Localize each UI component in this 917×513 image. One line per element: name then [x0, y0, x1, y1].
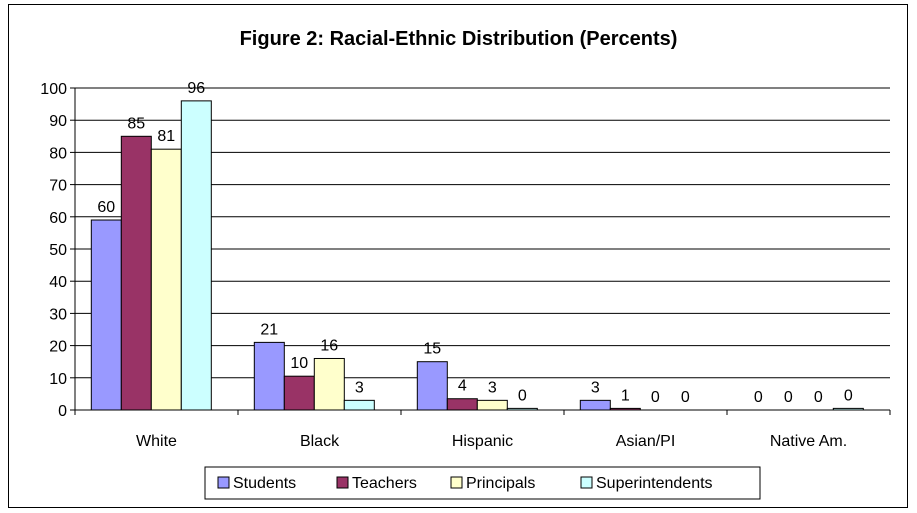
bar: [180, 100, 212, 411]
data-label: 0: [518, 387, 527, 404]
data-label: 15: [423, 341, 441, 358]
legend-box: [204, 466, 761, 500]
data-label: 21: [260, 321, 278, 338]
category-label: Asian/PI: [616, 433, 676, 450]
y-tick-label: 30: [49, 306, 67, 323]
bar: [313, 357, 345, 411]
data-label: 0: [784, 389, 793, 406]
data-label: 3: [355, 379, 364, 396]
y-tick-label: 70: [49, 178, 67, 195]
data-label: 81: [157, 128, 175, 145]
bar: [90, 219, 122, 411]
y-tick-label: 90: [49, 113, 67, 130]
category-label: Black: [300, 433, 340, 450]
bar: [832, 407, 864, 411]
bar: [150, 148, 182, 411]
y-tick-label: 60: [49, 210, 67, 227]
category-label: Native Am.: [770, 433, 847, 450]
y-tick-label: 0: [58, 403, 67, 420]
legend-swatch: [336, 476, 349, 489]
data-label: 1: [621, 387, 630, 404]
bar: [416, 361, 448, 411]
legend-swatch: [217, 476, 230, 489]
data-label: 85: [127, 115, 145, 132]
data-label: 0: [754, 389, 763, 406]
y-tick-label: 40: [49, 274, 67, 291]
bar: [283, 375, 315, 411]
legend-label: Superintendents: [596, 475, 713, 492]
bar: [506, 407, 538, 411]
legend-swatch: [450, 476, 463, 489]
data-label: 16: [320, 337, 338, 354]
data-label: 96: [187, 80, 205, 97]
y-tick-label: 10: [49, 371, 67, 388]
data-label: 0: [651, 389, 660, 406]
legend-label: Principals: [466, 475, 535, 492]
category-label: White: [136, 433, 177, 450]
data-label: 4: [458, 378, 467, 395]
data-label: 0: [814, 389, 823, 406]
bar: [579, 399, 611, 411]
data-label: 10: [290, 355, 308, 372]
bar: [476, 399, 508, 411]
bar: [343, 399, 375, 411]
data-label: 3: [591, 379, 600, 396]
data-label: 0: [681, 389, 690, 406]
bar: [120, 135, 152, 411]
chart-title: Figure 2: Racial-Ethnic Distribution (Pe…: [239, 28, 678, 50]
legend-label: Teachers: [352, 475, 417, 492]
bar: [253, 341, 285, 411]
y-tick-label: 50: [49, 242, 67, 259]
category-label: Hispanic: [452, 433, 513, 450]
data-label: 60: [97, 199, 115, 216]
y-tick-label: 80: [49, 145, 67, 162]
legend-swatch: [580, 476, 593, 489]
data-label: 3: [488, 379, 497, 396]
data-label: 0: [844, 387, 853, 404]
y-tick-label: 20: [49, 339, 67, 356]
legend-label: Students: [233, 475, 296, 492]
y-tick-label: 100: [40, 81, 67, 98]
bar: [609, 407, 641, 411]
bar: [446, 398, 478, 411]
